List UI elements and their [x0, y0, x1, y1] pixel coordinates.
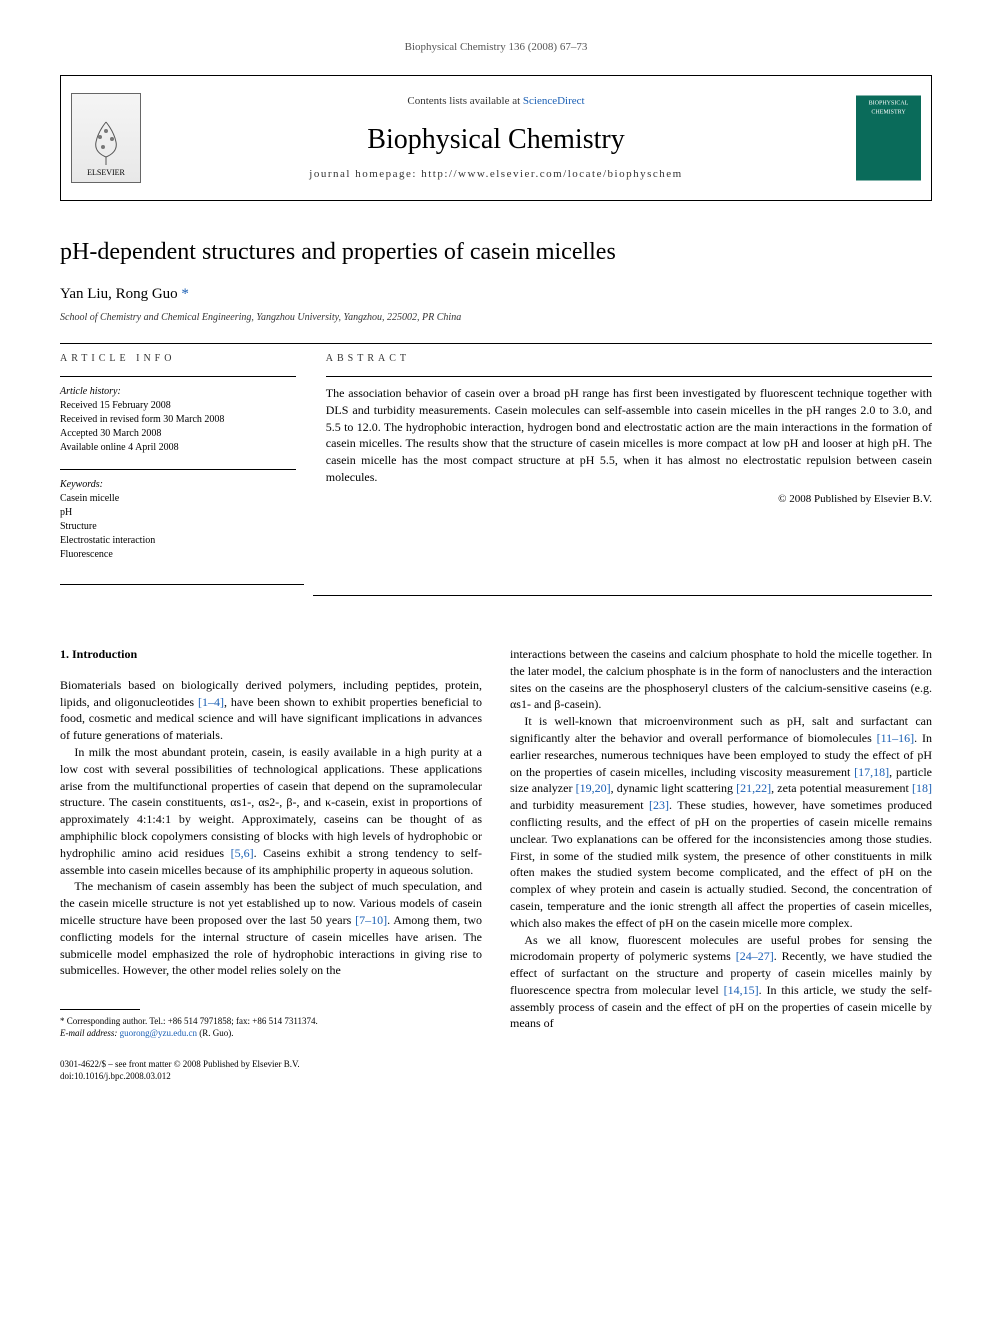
- email-link[interactable]: guorong@yzu.edu.cn: [120, 1028, 197, 1038]
- article-history-block: Article history: Received 15 February 20…: [60, 385, 296, 455]
- citation-link[interactable]: [17,18]: [854, 765, 889, 779]
- keyword-item: Fluorescence: [60, 548, 296, 562]
- body-paragraph: interactions between the caseins and cal…: [510, 646, 932, 713]
- abstract-text: The association behavior of casein over …: [326, 385, 932, 486]
- divider: [60, 343, 932, 344]
- citation-link[interactable]: [1–4]: [198, 695, 224, 709]
- divider: [60, 584, 304, 585]
- body-column-right: interactions between the caseins and cal…: [510, 646, 932, 1083]
- elsevier-logo-text: ELSEVIER: [87, 167, 125, 178]
- text-run: . These studies, however, have sometimes…: [510, 798, 932, 930]
- keyword-item: Structure: [60, 520, 296, 534]
- journal-cover-text: BIOPHYSICAL CHEMISTRY: [860, 100, 917, 117]
- keywords-block: Keywords: Casein micelle pH Structure El…: [60, 478, 296, 562]
- authors-names: Yan Liu, Rong Guo: [60, 286, 178, 302]
- history-label: Article history:: [60, 385, 296, 399]
- body-two-column: 1. Introduction Biomaterials based on bi…: [60, 646, 932, 1083]
- sciencedirect-link[interactable]: ScienceDirect: [523, 95, 585, 107]
- email-suffix: (R. Guo).: [199, 1028, 233, 1038]
- keyword-item: Electrostatic interaction: [60, 534, 296, 548]
- keyword-item: Casein micelle: [60, 492, 296, 506]
- authors-line: Yan Liu, Rong Guo *: [60, 284, 932, 305]
- citation-link[interactable]: [11–16]: [877, 731, 915, 745]
- body-paragraph: In milk the most abundant protein, casei…: [60, 744, 482, 878]
- footnote-separator: [60, 1009, 140, 1010]
- journal-name: Biophysical Chemistry: [161, 120, 831, 159]
- citation-link[interactable]: [21,22]: [736, 781, 771, 795]
- citation-link[interactable]: [14,15]: [724, 983, 759, 997]
- journal-cover-thumbnail: BIOPHYSICAL CHEMISTRY: [856, 96, 921, 181]
- abstract-column: ABSTRACT The association behavior of cas…: [326, 352, 932, 576]
- text-run: In milk the most abundant protein, casei…: [60, 745, 482, 860]
- journal-header-box: ELSEVIER BIOPHYSICAL CHEMISTRY Contents …: [60, 75, 932, 201]
- article-info-heading: ARTICLE INFO: [60, 352, 296, 366]
- elsevier-logo: ELSEVIER: [71, 93, 141, 183]
- citation-link[interactable]: [19,20]: [576, 781, 611, 795]
- text-run: It is well-known that microenvironment s…: [510, 714, 932, 745]
- divider: [313, 595, 932, 596]
- history-item: Received in revised form 30 March 2008: [60, 413, 296, 427]
- article-info-column: ARTICLE INFO Article history: Received 1…: [60, 352, 296, 576]
- citation-link[interactable]: [24–27]: [736, 949, 774, 963]
- body-column-left: 1. Introduction Biomaterials based on bi…: [60, 646, 482, 1083]
- footnote-line: E-mail address: guorong@yzu.edu.cn (R. G…: [60, 1028, 482, 1040]
- email-label: E-mail address:: [60, 1028, 117, 1038]
- info-abstract-row: ARTICLE INFO Article history: Received 1…: [60, 352, 932, 576]
- contents-available-line: Contents lists available at ScienceDirec…: [161, 94, 831, 109]
- article-title: pH-dependent structures and properties o…: [60, 236, 932, 270]
- divider: [60, 469, 296, 470]
- citation-link[interactable]: [18]: [912, 781, 932, 795]
- citation-link[interactable]: [23]: [649, 798, 669, 812]
- abstract-copyright: © 2008 Published by Elsevier B.V.: [326, 492, 932, 507]
- history-item: Available online 4 April 2008: [60, 441, 296, 455]
- text-run: and turbidity measurement: [510, 798, 649, 812]
- body-paragraph: Biomaterials based on biologically deriv…: [60, 677, 482, 744]
- running-head: Biophysical Chemistry 136 (2008) 67–73: [60, 40, 932, 55]
- contents-pre: Contents lists available at: [407, 95, 522, 107]
- citation-link[interactable]: [5,6]: [231, 846, 254, 860]
- elsevier-tree-icon: [86, 117, 126, 167]
- body-paragraph: As we all know, fluorescent molecules ar…: [510, 932, 932, 1033]
- body-paragraph: It is well-known that microenvironment s…: [510, 713, 932, 931]
- divider: [326, 376, 932, 377]
- corresponding-author-footnote: * Corresponding author. Tel.: +86 514 79…: [60, 1016, 482, 1039]
- history-item: Received 15 February 2008: [60, 399, 296, 413]
- keyword-item: pH: [60, 506, 296, 520]
- history-item: Accepted 30 March 2008: [60, 427, 296, 441]
- divider: [60, 376, 296, 377]
- abstract-heading: ABSTRACT: [326, 352, 932, 366]
- page-footer: 0301-4622/$ – see front matter © 2008 Pu…: [60, 1059, 482, 1082]
- footnote-line: * Corresponding author. Tel.: +86 514 79…: [60, 1016, 482, 1028]
- text-run: , zeta potential measurement: [771, 781, 912, 795]
- body-paragraph: The mechanism of casein assembly has bee…: [60, 878, 482, 979]
- citation-link[interactable]: [7–10]: [355, 913, 387, 927]
- footer-line: doi:10.1016/j.bpc.2008.03.012: [60, 1071, 482, 1083]
- corresponding-author-mark[interactable]: *: [181, 286, 189, 302]
- affiliation: School of Chemistry and Chemical Enginee…: [60, 311, 932, 325]
- journal-homepage-line: journal homepage: http://www.elsevier.co…: [161, 167, 831, 182]
- keywords-label: Keywords:: [60, 478, 296, 492]
- footer-line: 0301-4622/$ – see front matter © 2008 Pu…: [60, 1059, 482, 1071]
- section-heading-introduction: 1. Introduction: [60, 646, 482, 663]
- text-run: , dynamic light scattering: [611, 781, 737, 795]
